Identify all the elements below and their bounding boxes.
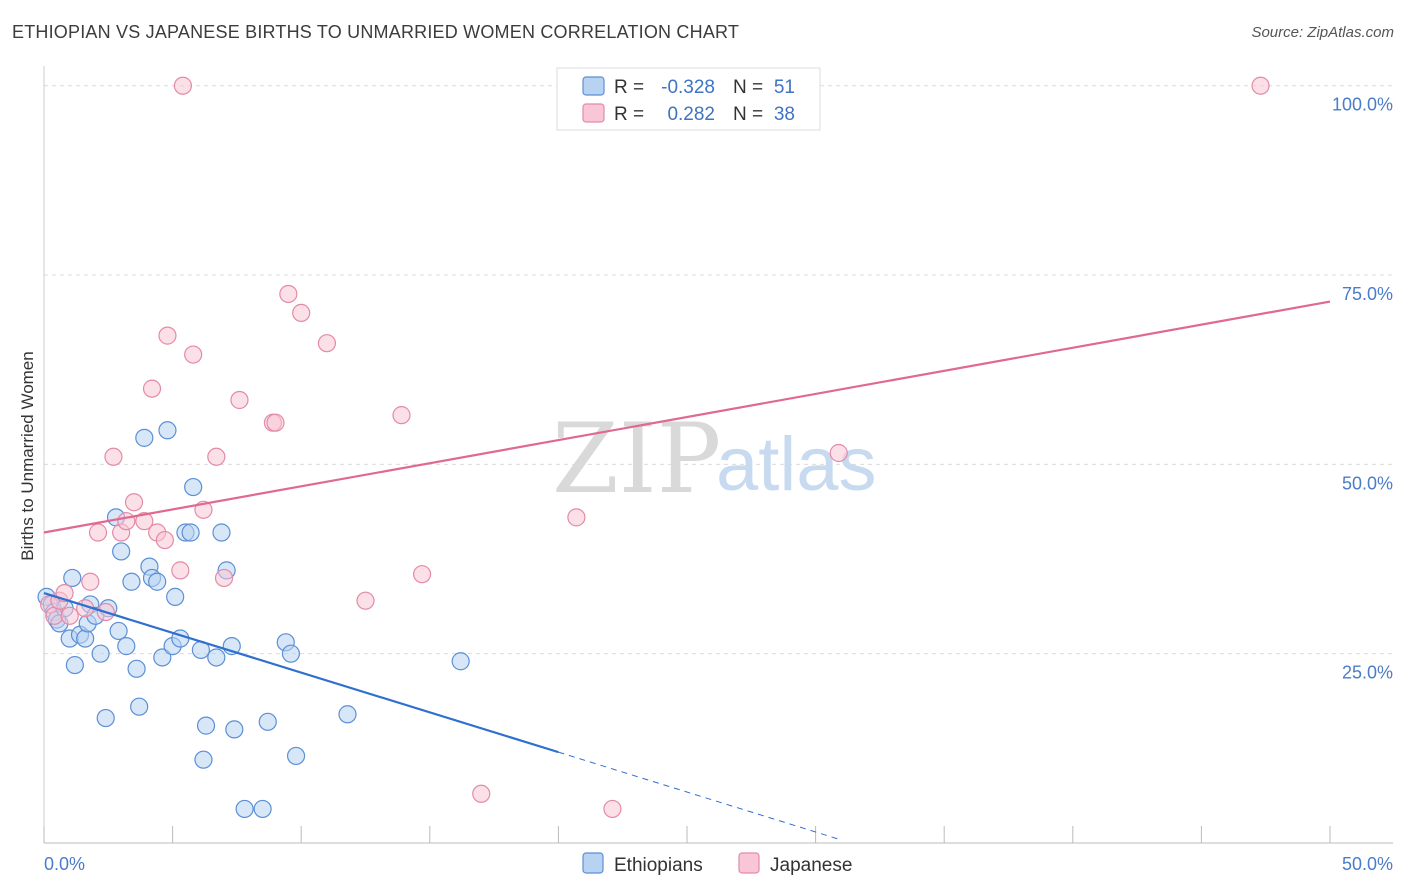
japanese-point (142, 379, 162, 398)
stats-r-value-ethiopians: -0.328 (661, 77, 715, 98)
ethiopians-point (451, 652, 470, 671)
japanese-point (317, 334, 337, 353)
ethiopians-point (96, 708, 115, 728)
japanese-point (171, 561, 190, 580)
stats-swatch-japanese (582, 103, 605, 123)
x-tick-label-max: 50.0% (1342, 854, 1393, 874)
japanese-point (45, 606, 64, 625)
japanese-point (88, 523, 108, 542)
japanese-point (173, 76, 192, 95)
japanese-point (356, 591, 375, 610)
stats-n-label-ethiopians: N = (733, 77, 763, 98)
source-label: Source: ZipAtlas.com (1251, 24, 1394, 41)
watermark-zip: ZIP (552, 403, 721, 515)
ethiopians-point (112, 542, 131, 561)
ethiopians-point (117, 637, 136, 656)
japanese-point (279, 284, 298, 304)
ethiopians-point (109, 621, 128, 641)
legend-swatch-ethiopians (582, 852, 604, 874)
ethiopians-point (253, 799, 272, 819)
japanese-point (567, 508, 586, 527)
y-tick-label: 75.0% (1342, 284, 1393, 304)
x-tick-label-min: 0.0% (44, 854, 85, 874)
legend-swatch-japanese (738, 852, 760, 874)
watermark-atlas: atlas (716, 422, 877, 507)
japanese-point (135, 512, 154, 531)
y-axis-title: Births to Unmarried Women (18, 351, 37, 560)
ethiopians-point (338, 705, 357, 724)
japanese-point (184, 345, 203, 364)
japanese-point (104, 447, 123, 466)
japanese-point (603, 799, 622, 819)
stats-n-value-japanese: 38 (774, 104, 795, 125)
ethiopians-point (286, 746, 306, 766)
ethiopians-point (258, 712, 277, 731)
ethiopians-point (127, 659, 146, 678)
japanese-point (81, 572, 100, 591)
japanese-point (412, 565, 432, 584)
ethiopians-trendline-extension (558, 751, 842, 841)
japanese-point (158, 326, 177, 345)
trendlines (43, 300, 1331, 841)
japanese-point (155, 530, 174, 550)
stats-r-label-japanese: R = (614, 104, 644, 125)
ethiopians-point (212, 523, 231, 542)
ethiopians-point (122, 572, 141, 591)
ethiopians-point (225, 720, 244, 739)
japanese-point (124, 493, 144, 512)
ethiopians-point (181, 523, 200, 542)
ethiopians-point (196, 716, 216, 735)
y-tick-label: 100.0% (1332, 95, 1393, 115)
japanese-point (214, 568, 234, 588)
stats-r-label-ethiopians: R = (614, 77, 644, 98)
ethiopians-point (76, 629, 95, 648)
ethiopians-point (194, 750, 213, 769)
ethiopians-point (91, 644, 110, 663)
ethiopians-point (166, 587, 185, 606)
ethiopians-point (63, 568, 82, 588)
japanese-point (472, 784, 491, 803)
japanese-point (117, 512, 136, 531)
x-tick-labels: 0.0% 50.0% (44, 854, 1393, 874)
ethiopians-point (235, 799, 254, 819)
y-tick-label: 25.0% (1342, 663, 1393, 683)
ethiopians-point (148, 572, 167, 591)
ethiopians-point (153, 648, 172, 667)
japanese-point (292, 303, 311, 323)
stats-n-label-japanese: N = (733, 104, 763, 125)
ethiopians-trendline (43, 592, 559, 754)
japanese-point (829, 443, 848, 463)
watermark: ZIP atlas (552, 403, 877, 515)
series-legend: Ethiopians Japanese (582, 852, 852, 876)
chart-title: ETHIOPIAN VS JAPANESE BIRTHS TO UNMARRIE… (12, 22, 740, 42)
japanese-point (392, 406, 411, 425)
stats-r-value-japanese: 0.282 (667, 104, 715, 125)
ethiopians-point (184, 477, 203, 497)
stats-swatch-ethiopians (582, 76, 605, 96)
japanese-trendline (43, 300, 1331, 534)
stats-legend: R = -0.328 N = 51 R = 0.282 N = 38 (556, 67, 821, 131)
stats-n-value-ethiopians: 51 (774, 77, 795, 98)
japanese-point (1251, 76, 1270, 95)
ethiopians-point (135, 428, 154, 447)
ethiopians-point (281, 644, 301, 663)
japanese-point (266, 413, 285, 432)
ethiopians-point (158, 421, 177, 440)
ethiopians-point (65, 655, 84, 675)
y-tick-labels: 25.0% 50.0% 75.0% 100.0% (1332, 95, 1393, 683)
axes (43, 66, 1393, 844)
ethiopians-point (207, 648, 226, 667)
japanese-point (230, 390, 249, 410)
japanese-points (40, 76, 1270, 819)
gridlines (44, 85, 1393, 655)
legend-label-ethiopians: Ethiopians (614, 855, 703, 876)
legend-label-japanese: Japanese (770, 855, 852, 876)
y-tick-label: 50.0% (1342, 473, 1393, 493)
japanese-point (207, 447, 226, 466)
japanese-point (60, 606, 79, 625)
ethiopians-point (130, 697, 149, 716)
